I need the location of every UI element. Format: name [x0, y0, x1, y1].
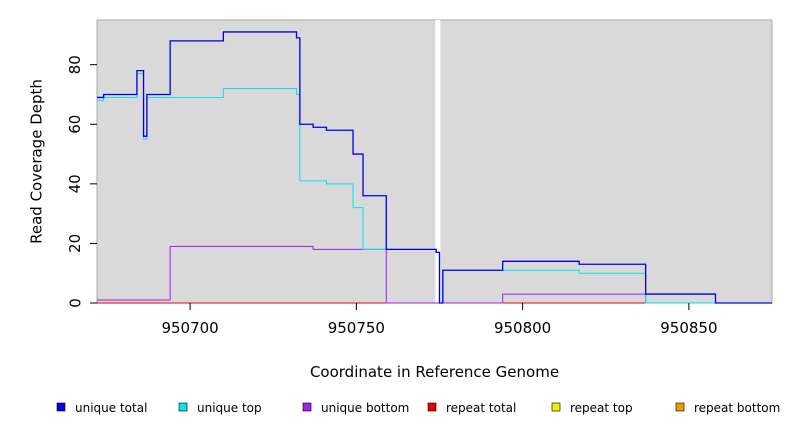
x-tick-label: 950700 [161, 319, 218, 337]
series-line-unique-total [97, 31, 772, 304]
y-axis-title: Read Coverage Depth [27, 79, 45, 244]
plot-background [96, 19, 773, 304]
x-axis-title: Coordinate in Reference Genome [310, 363, 559, 381]
gap-marker [435, 20, 441, 303]
legend-swatch-unique-total [56, 402, 66, 412]
legend-swatch-repeat-bottom [675, 402, 685, 412]
y-tick-label: 0 [66, 298, 84, 308]
y-tick-label: 20 [66, 234, 84, 253]
legend-swatch-unique-top [178, 402, 188, 412]
series-layer [97, 31, 772, 304]
y-tick-label: 40 [66, 174, 84, 193]
y-tick-label: 60 [66, 115, 84, 134]
legend-label-repeat-top: repeat top [570, 401, 633, 415]
legend: unique total unique top unique bottom repea… [56, 401, 780, 415]
y-tick-label: 80 [66, 55, 84, 74]
x-tick-label: 950800 [494, 319, 551, 337]
gap-marker-layer [435, 20, 441, 303]
legend-swatch-repeat-total [427, 402, 437, 412]
legend-label-unique-bottom: unique bottom [321, 401, 409, 415]
axis-layer: 950700 950750 950800 950850 0 20 40 60 80 [66, 55, 717, 337]
legend-label-repeat-bottom: repeat bottom [694, 401, 780, 415]
x-tick-label: 950850 [660, 319, 717, 337]
legend-label-unique-total: unique total [75, 401, 147, 415]
legend-label-unique-top: unique top [197, 401, 262, 415]
legend-swatch-repeat-top [551, 402, 561, 412]
legend-label-repeat-total: repeat total [446, 401, 516, 415]
legend-swatch-unique-bottom [302, 402, 312, 412]
x-tick-label: 950750 [328, 319, 385, 337]
